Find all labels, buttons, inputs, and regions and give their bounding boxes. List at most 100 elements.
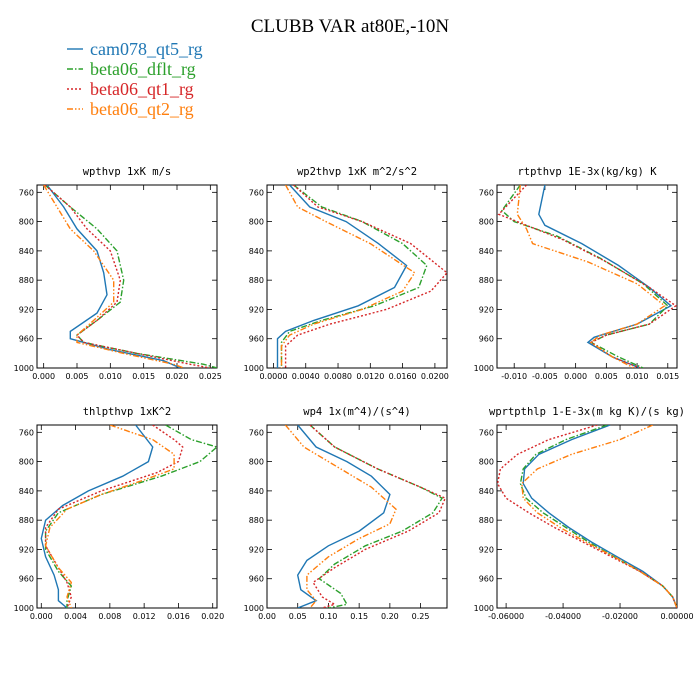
xtick-label-4-0: 0.00 — [258, 612, 276, 621]
xtick-label-2-1: -0.005 — [532, 372, 558, 381]
ytick-label-1-3: 880 — [249, 276, 264, 285]
ytick-label-2-2: 840 — [479, 247, 494, 256]
xtick-label-1-0: 0.0000 — [259, 372, 287, 381]
legend-item-2: beta06_qt1_rg — [67, 79, 194, 99]
figure-title: CLUBB VAR at80E,-10N — [251, 16, 450, 37]
ytick-label-4-0: 760 — [249, 428, 264, 437]
xtick-label-2-2: 0.000 — [564, 372, 587, 381]
panel-title-2: rtpthvp 1E-3x(kg/kg) K — [517, 166, 657, 178]
legend-label-3: beta06_qt2_rg — [90, 99, 194, 119]
series-line-0-1 — [44, 185, 217, 368]
ytick-label-4-6: 1000 — [244, 604, 264, 613]
series-line-5-2 — [497, 425, 677, 608]
panel-frame-1 — [266, 184, 448, 369]
ytick-label-3-3: 880 — [19, 516, 34, 525]
series-line-2-1 — [500, 185, 669, 368]
panel-frame-4 — [266, 424, 448, 609]
ytick-label-5-1: 800 — [479, 458, 494, 467]
ytick-label-1-6: 1000 — [244, 364, 264, 373]
ytick-label-4-2: 840 — [249, 487, 264, 496]
xtick-label-1-2: 0.0080 — [324, 372, 352, 381]
panel-title-0: wpthvp 1xK m/s — [83, 166, 172, 178]
xtick-label-0-5: 0.025 — [199, 372, 222, 381]
series-line-0-3 — [43, 185, 184, 368]
ytick-label-2-3: 880 — [479, 276, 494, 285]
ytick-label-2-0: 760 — [479, 188, 494, 197]
series-line-4-2 — [309, 425, 447, 608]
ytick-label-3-6: 1000 — [14, 604, 34, 613]
series-line-1-0 — [276, 185, 408, 368]
series-line-2-3 — [516, 185, 666, 368]
panel-title-1: wp2thvp 1xK m^2/s^2 — [297, 166, 417, 178]
ytick-label-0-6: 1000 — [14, 364, 34, 373]
series-line-3-1 — [44, 425, 217, 608]
ytick-label-4-1: 800 — [249, 458, 264, 467]
ytick-label-0-2: 840 — [19, 247, 34, 256]
panel-title-3: thlpthvp 1xK^2 — [83, 406, 172, 418]
legend-item-0: cam078_qt5_rg — [67, 39, 203, 59]
panel-frame-3 — [36, 424, 218, 609]
series-line-4-0 — [296, 425, 391, 608]
ytick-label-0-0: 760 — [19, 188, 34, 197]
ytick-label-4-5: 960 — [249, 575, 264, 584]
xtick-label-1-3: 0.0120 — [356, 372, 384, 381]
ytick-label-0-1: 800 — [19, 218, 34, 227]
series-line-4-1 — [309, 425, 444, 608]
ytick-label-5-4: 920 — [479, 545, 494, 554]
legend-label-0: cam078_qt5_rg — [90, 39, 203, 59]
xtick-label-2-0: -0.010 — [501, 372, 527, 381]
xtick-label-3-0: 0.000 — [30, 612, 53, 621]
ytick-label-1-2: 840 — [249, 247, 264, 256]
xtick-label-2-3: 0.005 — [595, 372, 618, 381]
panel-0: wpthvp 1xK m/s76080084088092096010000.00… — [14, 166, 222, 381]
panel-2: rtpthvp 1E-3x(kg/kg) K 760 800 840 880 920 960… — [474, 166, 680, 381]
series-line-5-0 — [522, 425, 677, 608]
ytick-label-1-1: 800 — [249, 218, 264, 227]
xtick-label-3-5: 0.020 — [201, 612, 224, 621]
panel-frame-5 — [496, 424, 678, 609]
xtick-label-2-5: 0.015 — [656, 372, 679, 381]
legend-label-2: beta06_qt1_rg — [90, 79, 194, 99]
xtick-label-5-2: -0.02000 — [602, 612, 638, 621]
series-line-5-3 — [521, 425, 677, 608]
xtick-label-0-4: 0.020 — [166, 372, 189, 381]
xtick-label-0-0: 0.000 — [32, 372, 55, 381]
xtick-label-3-3: 0.012 — [133, 612, 156, 621]
panel-5: wprtpthlp 1-E-3x(m kg K)/(s kg) 760 800 840… — [474, 406, 694, 621]
ytick-label-3-1: 800 — [19, 458, 34, 467]
ytick-label-1-0: 760 — [249, 188, 264, 197]
xtick-label-0-2: 0.010 — [99, 372, 122, 381]
legend-label-1: beta06_dflt_rg — [90, 59, 196, 79]
ytick-label-3-2: 840 — [19, 487, 34, 496]
panel-1: wp2thvp 1xK m^2/s^2 760 800 840 880 920 960 100… — [244, 166, 449, 381]
xtick-label-3-2: 0.008 — [98, 612, 121, 621]
ytick-label-0-4: 920 — [19, 305, 34, 314]
panel-frame-0 — [36, 184, 218, 369]
xtick-label-4-5: 0.25 — [412, 612, 430, 621]
series-line-0-2 — [44, 185, 211, 368]
ytick-label-0-3: 880 — [19, 276, 34, 285]
xtick-label-0-1: 0.005 — [66, 372, 89, 381]
xtick-label-0-3: 0.015 — [132, 372, 155, 381]
xtick-label-1-5: 0.0200 — [421, 372, 449, 381]
legend: cam078_qt5_rg beta06_dflt_rg beta06_qt1_… — [67, 39, 203, 119]
ytick-label-4-4: 920 — [249, 545, 264, 554]
panel-grid: wpthvp 1xK m/s76080084088092096010000.00… — [14, 166, 694, 621]
ytick-label-5-2: 840 — [479, 487, 494, 496]
ytick-label-0-5: 960 — [19, 335, 34, 344]
ytick-label-2-5: 960 — [479, 335, 494, 344]
series-line-3-0 — [40, 425, 154, 608]
xtick-label-1-4: 0.0160 — [389, 372, 417, 381]
series-line-1-3 — [280, 185, 416, 368]
xtick-label-5-0: -0.06000 — [488, 612, 524, 621]
ytick-label-2-1: 800 — [479, 218, 494, 227]
xtick-label-3-1: 0.004 — [64, 612, 87, 621]
ytick-label-5-6: 1000 — [474, 604, 494, 613]
xtick-label-4-3: 0.15 — [350, 612, 368, 621]
legend-item-3: beta06_qt2_rg — [67, 99, 194, 119]
panel-frame-2 — [496, 184, 678, 369]
panel-title-5: wprtpthlp 1-E-3x(m kg K)/(s kg) — [489, 406, 685, 418]
xtick-label-4-1: 0.05 — [289, 612, 307, 621]
ytick-label-3-4: 920 — [19, 545, 34, 554]
